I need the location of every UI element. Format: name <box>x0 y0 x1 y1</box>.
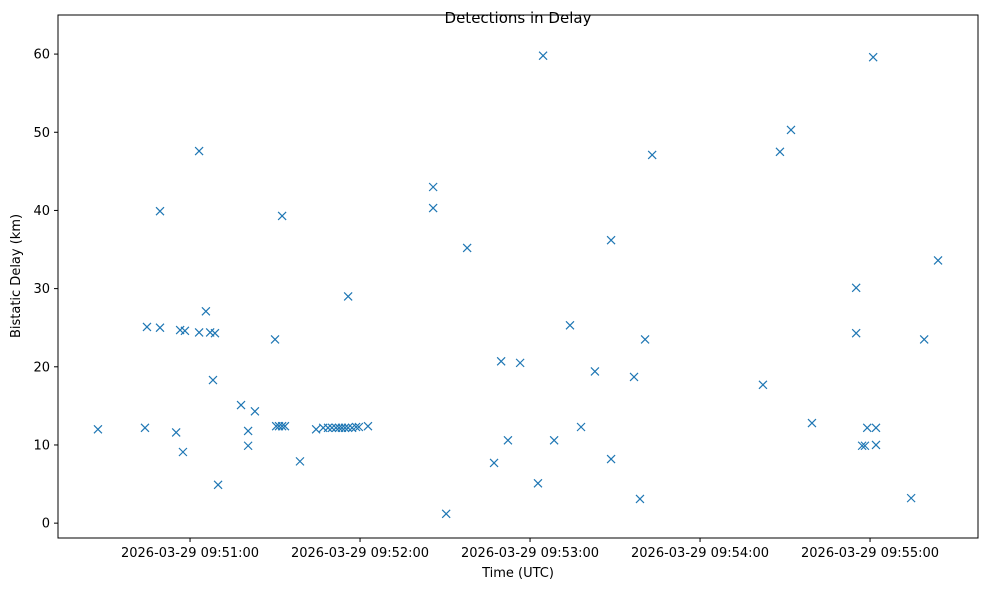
y-tick-label: 20 <box>33 360 50 375</box>
data-point <box>862 423 872 433</box>
data-point <box>515 358 525 368</box>
data-point <box>428 203 438 213</box>
data-point <box>270 335 280 344</box>
data-point <box>354 422 364 432</box>
y-axis: 0 10 20 30 40 50 60 <box>33 48 58 532</box>
x-axis-label: Time (UTC) <box>481 566 554 581</box>
data-point <box>194 146 204 156</box>
data-point <box>277 211 287 221</box>
y-axis-label: Bistatic Delay (km) <box>9 214 24 338</box>
data-point <box>236 400 246 410</box>
x-axis: 2026-03-29 09:51:00 2026-03-29 09:52:00 20… <box>121 538 939 561</box>
y-tick-label: 10 <box>33 438 50 453</box>
data-point <box>428 182 438 192</box>
data-point <box>851 328 861 338</box>
data-point <box>807 418 817 428</box>
data-point <box>243 441 253 451</box>
data-point <box>343 292 353 301</box>
data-point <box>311 424 321 434</box>
data-point <box>327 423 337 433</box>
data-point <box>533 478 543 488</box>
data-point <box>503 435 513 445</box>
data-point <box>933 256 943 265</box>
x-tick-label: 2026-03-29 09:54:00 <box>631 546 769 561</box>
data-point <box>295 456 305 466</box>
data-point <box>178 447 188 457</box>
chart-title: Detections in Delay <box>445 9 592 27</box>
data-point <box>906 493 916 503</box>
data-point <box>647 150 657 160</box>
data-point <box>758 380 768 390</box>
data-point <box>208 375 218 385</box>
data-point <box>786 125 796 135</box>
y-tick-label: 40 <box>33 204 50 219</box>
data-point <box>640 335 650 344</box>
data-point <box>851 283 861 293</box>
data-point <box>549 435 559 445</box>
data-point <box>250 406 260 416</box>
data-point <box>538 51 548 61</box>
data-point <box>243 426 253 436</box>
data-point <box>919 335 929 344</box>
data-point <box>210 328 220 338</box>
data-point <box>155 206 165 216</box>
data-point <box>606 235 616 245</box>
data-point <box>171 428 181 437</box>
data-point <box>142 322 152 332</box>
y-tick-label: 30 <box>33 282 50 297</box>
data-point <box>140 423 150 433</box>
y-tick-label: 60 <box>33 48 50 63</box>
data-point <box>489 458 499 468</box>
data-point <box>194 327 204 337</box>
x-tick-label: 2026-03-29 09:53:00 <box>461 546 599 561</box>
data-point <box>93 424 103 434</box>
y-tick-label: 0 <box>42 517 50 532</box>
data-point <box>868 52 878 62</box>
data-point <box>871 440 881 450</box>
data-point <box>201 306 211 316</box>
plot-frame <box>57 14 979 539</box>
x-tick-label: 2026-03-29 09:55:00 <box>801 546 939 561</box>
data-point <box>363 421 373 431</box>
x-tick-label: 2026-03-29 09:52:00 <box>291 546 429 561</box>
data-point <box>213 480 223 490</box>
data-point <box>857 441 867 451</box>
x-tick-label: 2026-03-29 09:51:00 <box>121 546 259 561</box>
data-point <box>565 320 575 330</box>
data-point <box>343 423 353 433</box>
data-point <box>860 441 870 451</box>
data-point <box>462 243 472 253</box>
data-point <box>441 509 451 519</box>
data-point <box>351 422 361 432</box>
data-point <box>180 326 190 336</box>
data-point <box>576 422 586 432</box>
data-point <box>606 454 616 464</box>
data-point <box>323 423 333 433</box>
data-points <box>93 51 943 519</box>
data-point <box>629 372 639 382</box>
data-point <box>871 423 881 433</box>
data-point <box>277 421 287 431</box>
data-point <box>635 494 645 504</box>
data-point <box>155 323 165 333</box>
y-tick-label: 50 <box>33 126 50 141</box>
data-point <box>496 356 506 366</box>
data-point <box>340 423 350 433</box>
data-point <box>280 421 290 431</box>
data-point <box>590 367 600 376</box>
data-point <box>775 147 785 157</box>
data-point <box>337 423 347 433</box>
